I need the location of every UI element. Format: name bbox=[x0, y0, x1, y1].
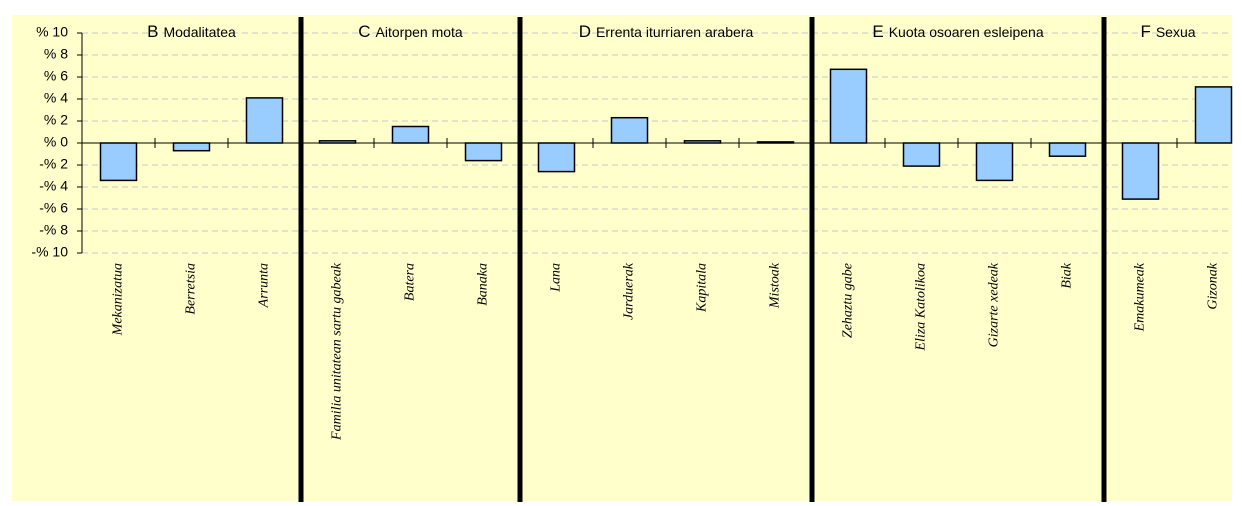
x-tick-label: Arrunta bbox=[257, 263, 272, 308]
plot-background bbox=[12, 15, 1232, 501]
group-letter: C bbox=[358, 22, 370, 41]
x-tick-label: Zehaztu gabe bbox=[841, 263, 856, 338]
bar bbox=[829, 68, 868, 144]
group-title: B Modalitatea bbox=[147, 22, 236, 41]
y-tick-label: % 10 bbox=[36, 24, 68, 40]
group-title: F Sexua bbox=[1140, 22, 1195, 41]
x-tick-label: Batera bbox=[403, 263, 418, 301]
bar bbox=[1048, 142, 1087, 157]
x-tick-label: Gizonak bbox=[1206, 262, 1221, 309]
y-tick-label: -% 6 bbox=[39, 200, 68, 216]
bar bbox=[610, 116, 649, 144]
group-title: C Aitorpen mota bbox=[358, 22, 463, 41]
bar bbox=[975, 142, 1014, 182]
y-tick-label: -% 2 bbox=[39, 156, 68, 172]
bar bbox=[537, 142, 576, 173]
bar bbox=[245, 97, 284, 144]
bar bbox=[1121, 142, 1160, 200]
bar bbox=[391, 125, 430, 144]
y-tick-label: % 2 bbox=[44, 112, 68, 128]
group-letter: F bbox=[1140, 22, 1150, 41]
y-tick-label: -% 4 bbox=[39, 178, 68, 194]
group-letter: B bbox=[147, 22, 158, 41]
x-tick-label: Emakumeak bbox=[1133, 262, 1148, 332]
group-letter: D bbox=[579, 22, 591, 41]
y-tick-label: % 8 bbox=[44, 46, 68, 62]
group-letter: E bbox=[872, 22, 883, 41]
x-tick-label: Kapitala bbox=[695, 263, 710, 313]
bar bbox=[464, 142, 503, 162]
x-tick-label: Lana bbox=[549, 263, 564, 293]
group-name: Kuota osoaren esleipena bbox=[889, 24, 1044, 40]
group-title: D Errenta iturriaren arabera bbox=[579, 22, 754, 41]
x-tick-label: Jarduerak bbox=[622, 262, 637, 320]
bar bbox=[902, 142, 941, 167]
x-tick-label: Banaka bbox=[476, 263, 491, 306]
bar bbox=[172, 142, 211, 152]
x-tick-label: Eliza Katolikoa bbox=[914, 263, 929, 352]
x-tick-label: Biak bbox=[1060, 262, 1075, 288]
group-name: Aitorpen mota bbox=[376, 24, 463, 40]
group-title: E Kuota osoaren esleipena bbox=[872, 22, 1043, 41]
bar bbox=[1194, 86, 1233, 144]
x-tick-label: Gizarte xedeak bbox=[987, 262, 1002, 347]
x-tick-label: Mekanizatua bbox=[111, 263, 126, 336]
x-tick-label: Mistoak bbox=[768, 262, 783, 309]
y-tick-label: % 6 bbox=[44, 68, 68, 84]
y-tick-label: -% 8 bbox=[39, 222, 68, 238]
bar bbox=[99, 142, 138, 182]
x-tick-label: Berretsia bbox=[184, 263, 199, 315]
y-tick-label: -% 10 bbox=[31, 244, 68, 260]
group-name: Errenta iturriaren arabera bbox=[596, 24, 753, 40]
y-tick-label: % 0 bbox=[44, 134, 68, 150]
group-name: Modalitatea bbox=[163, 24, 236, 40]
x-tick-label: Familia unitatean sartu gabeak bbox=[330, 262, 345, 441]
group-name: Sexua bbox=[1156, 24, 1196, 40]
y-tick-label: % 4 bbox=[44, 90, 68, 106]
